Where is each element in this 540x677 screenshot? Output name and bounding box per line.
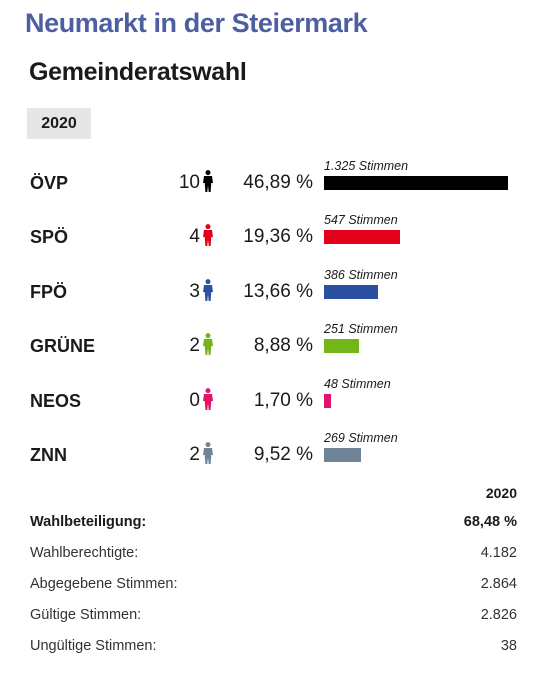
stat-label: Wahlberechtigte: bbox=[30, 545, 139, 561]
party-percent: 8,88 % bbox=[253, 335, 313, 357]
party-row: ZNN 2 9,52 % 269 Stimmen bbox=[0, 429, 540, 483]
stat-value: 2.864 bbox=[480, 576, 517, 592]
stat-value: 68,48 % bbox=[463, 514, 517, 530]
party-votes: 269 Stimmen bbox=[324, 431, 398, 445]
stat-row: Gültige Stimmen: 2.826 bbox=[30, 607, 517, 629]
party-percent: 13,66 % bbox=[243, 280, 313, 302]
person-icon bbox=[203, 278, 213, 301]
place-title: Neumarkt in der Steiermark bbox=[25, 8, 368, 38]
party-votes: 48 Stimmen bbox=[324, 376, 391, 391]
party-percent: 19,36 % bbox=[243, 226, 313, 248]
stat-value: 4.182 bbox=[480, 545, 517, 561]
stat-label: Gültige Stimmen: bbox=[30, 607, 142, 623]
stat-label: Ungültige Stimmen: bbox=[30, 638, 157, 654]
vote-bar bbox=[324, 448, 361, 462]
vote-bar bbox=[324, 230, 400, 245]
party-votes: 547 Stimmen bbox=[324, 213, 398, 228]
vote-bar bbox=[324, 339, 359, 354]
party-percent: 46,89 % bbox=[243, 172, 313, 193]
party-row: NEOS 0 1,70 % 48 Stimmen bbox=[0, 375, 540, 429]
party-votes: 1.325 Stimmen bbox=[324, 159, 409, 173]
party-name: SPÖ bbox=[30, 227, 69, 248]
stat-row: Abgegebene Stimmen: 2.864 bbox=[30, 576, 517, 598]
stat-label: Wahlbeteiligung: bbox=[30, 514, 147, 530]
party-row: FPÖ 3 13,66 % 386 Stimmen bbox=[0, 266, 540, 320]
party-row: SPÖ 4 19,36 % 547 Stimmen bbox=[0, 211, 540, 265]
year-tab-2020[interactable]: 2020 bbox=[27, 108, 91, 139]
person-icon bbox=[203, 170, 213, 192]
person-icon bbox=[203, 224, 213, 247]
party-row: ÖVP 10 46,89 % 1.325 Stimmen bbox=[0, 157, 540, 211]
party-seats: 0 bbox=[189, 389, 200, 411]
party-seats: 10 bbox=[178, 172, 200, 193]
party-name: NEOS bbox=[30, 390, 82, 411]
person-icon bbox=[203, 387, 213, 410]
party-name: GRÜNE bbox=[30, 336, 96, 357]
party-name: ZNN bbox=[30, 445, 67, 465]
vote-bar bbox=[324, 284, 378, 299]
party-name: ÖVP bbox=[30, 173, 69, 193]
party-votes: 251 Stimmen bbox=[324, 322, 398, 337]
person-icon bbox=[203, 333, 213, 356]
election-title: Gemeinderatswahl bbox=[29, 58, 247, 86]
stat-label: Abgegebene Stimmen: bbox=[30, 576, 178, 592]
stat-row: Wahlberechtigte: 4.182 bbox=[30, 545, 517, 567]
stat-row: Wahlbeteiligung: 68,48 % bbox=[30, 514, 517, 536]
person-icon bbox=[203, 442, 213, 464]
stat-value: 2.826 bbox=[480, 607, 517, 623]
party-row: GRÜNE 2 8,88 % 251 Stimmen bbox=[0, 320, 540, 374]
stat-row: Ungültige Stimmen: 38 bbox=[30, 638, 517, 660]
party-seats: 4 bbox=[189, 226, 200, 248]
party-percent: 9,52 % bbox=[253, 444, 313, 465]
party-votes: 386 Stimmen bbox=[324, 267, 398, 282]
party-name: FPÖ bbox=[30, 281, 68, 302]
party-percent: 1,70 % bbox=[253, 389, 313, 411]
stat-value: 38 bbox=[500, 638, 517, 654]
party-seats: 2 bbox=[189, 335, 200, 357]
party-seats: 3 bbox=[189, 280, 200, 302]
party-seats: 2 bbox=[189, 444, 200, 465]
vote-bar bbox=[324, 176, 508, 190]
stats-year-header: 2020 bbox=[485, 485, 517, 501]
vote-bar bbox=[324, 393, 331, 408]
